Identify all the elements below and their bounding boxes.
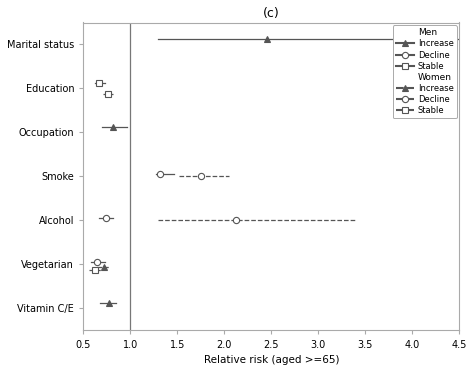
- Title: (c): (c): [263, 7, 280, 20]
- Legend: Men, Increase, Decline, Stable, Women, Increase, Decline, Stable: Men, Increase, Decline, Stable, Women, I…: [392, 25, 457, 118]
- X-axis label: Relative risk (aged >=65): Relative risk (aged >=65): [203, 355, 339, 365]
